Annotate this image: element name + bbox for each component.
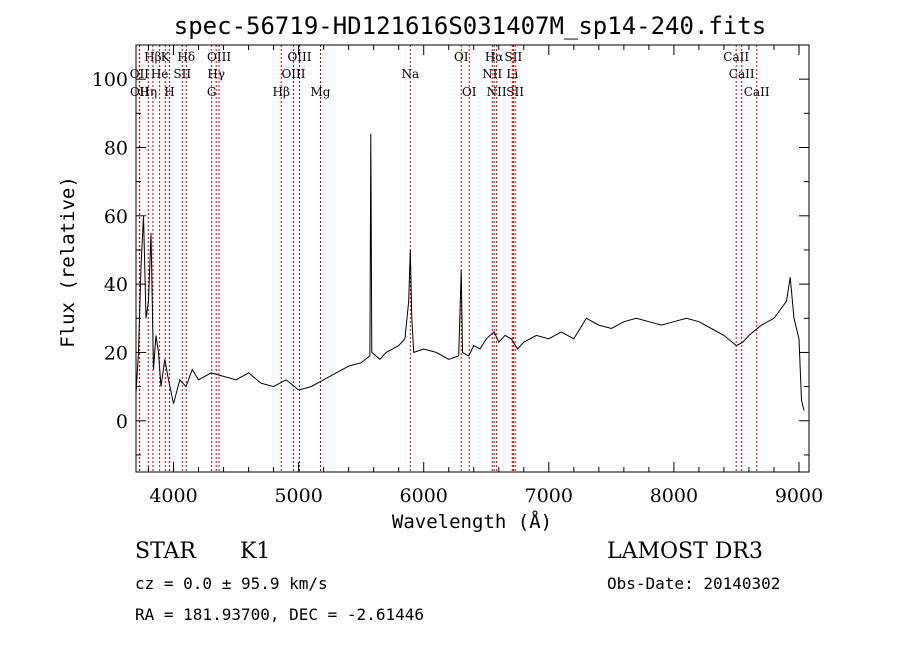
x-tick-label: 8000 [650, 485, 698, 507]
spectral-line-label: Hδ [177, 50, 195, 64]
survey-name: LAMOST DR3 [607, 539, 763, 564]
spectral-line-label: SII [505, 50, 523, 64]
y-tick-label: 60 [104, 206, 128, 228]
spectral-line-label: OII [130, 85, 150, 99]
spectral-line-label: NII [482, 67, 502, 81]
spectral-line-label: Hβ [144, 50, 161, 64]
spectral-line-label: OI [454, 50, 469, 64]
y-tick-label: 80 [104, 137, 128, 159]
x-tick-label: 7000 [525, 485, 573, 507]
y-tick-label: 20 [104, 342, 128, 364]
redshift-cz: cz = 0.0 ± 95.9 km/s [135, 574, 328, 593]
y-axis-ticks: 0 20 40 60 80 100 [92, 44, 809, 456]
y-tick-label: 40 [104, 274, 128, 296]
spectral-line-label: Hβ [273, 85, 290, 99]
x-tick-label: 9000 [775, 485, 823, 507]
spectral-line-label: NII [487, 85, 507, 99]
spectral-line-label: SII [173, 67, 191, 81]
spectral-line-label: CaII [744, 85, 770, 99]
y-axis-label: Flux (relative) [57, 176, 79, 348]
spectral-line-label: K [161, 50, 171, 64]
spectral-line-label: Hα [485, 50, 504, 64]
spectral-line-label: G [207, 85, 217, 99]
spectral-line-label: Mg [311, 85, 331, 99]
y-tick-label: 0 [116, 411, 128, 433]
spectral-line-label: OI [462, 85, 477, 99]
spectral-line-label: SII [506, 85, 524, 99]
object-subclass: K1 [240, 539, 270, 564]
x-axis-label: Wavelength (Å) [392, 510, 552, 533]
spectral-line-label: Hγ [207, 67, 225, 81]
spectral-line-label: Li [506, 67, 518, 81]
x-tick-label: 6000 [400, 485, 448, 507]
object-class: STAR [135, 539, 197, 564]
spectral-line-label: CaII [723, 50, 749, 64]
coordinates: RA = 181.93700, DEC = -2.61446 [135, 605, 424, 624]
flux-series-line [135, 133, 805, 411]
x-axis-ticks: 4000 5000 6000 7000 8000 9000 [148, 45, 823, 507]
plot-frame [135, 44, 810, 473]
spectral-line-label: OII [130, 67, 150, 81]
spectral-line-label: CaII [729, 67, 755, 81]
x-tick-label: 5000 [274, 485, 322, 507]
chart-title: spec-56719-HD121616S031407M_sp14-240.fit… [174, 12, 766, 40]
y-tick-label: 100 [92, 69, 128, 91]
spectral-line-label: Na [402, 67, 420, 81]
spectral-line-label: He [151, 67, 169, 81]
spectral-line-label: OIII [287, 50, 311, 64]
spectral-line-label: Hη [139, 85, 157, 99]
spectral-line-label: H [164, 85, 174, 99]
spectral-line-label: OIII [207, 50, 231, 64]
x-tick-label: 4000 [149, 485, 197, 507]
spectral-line-markers [138, 45, 758, 472]
spectral-line-label: OIII [281, 67, 305, 81]
observation-date: Obs-Date: 20140302 [607, 574, 780, 593]
